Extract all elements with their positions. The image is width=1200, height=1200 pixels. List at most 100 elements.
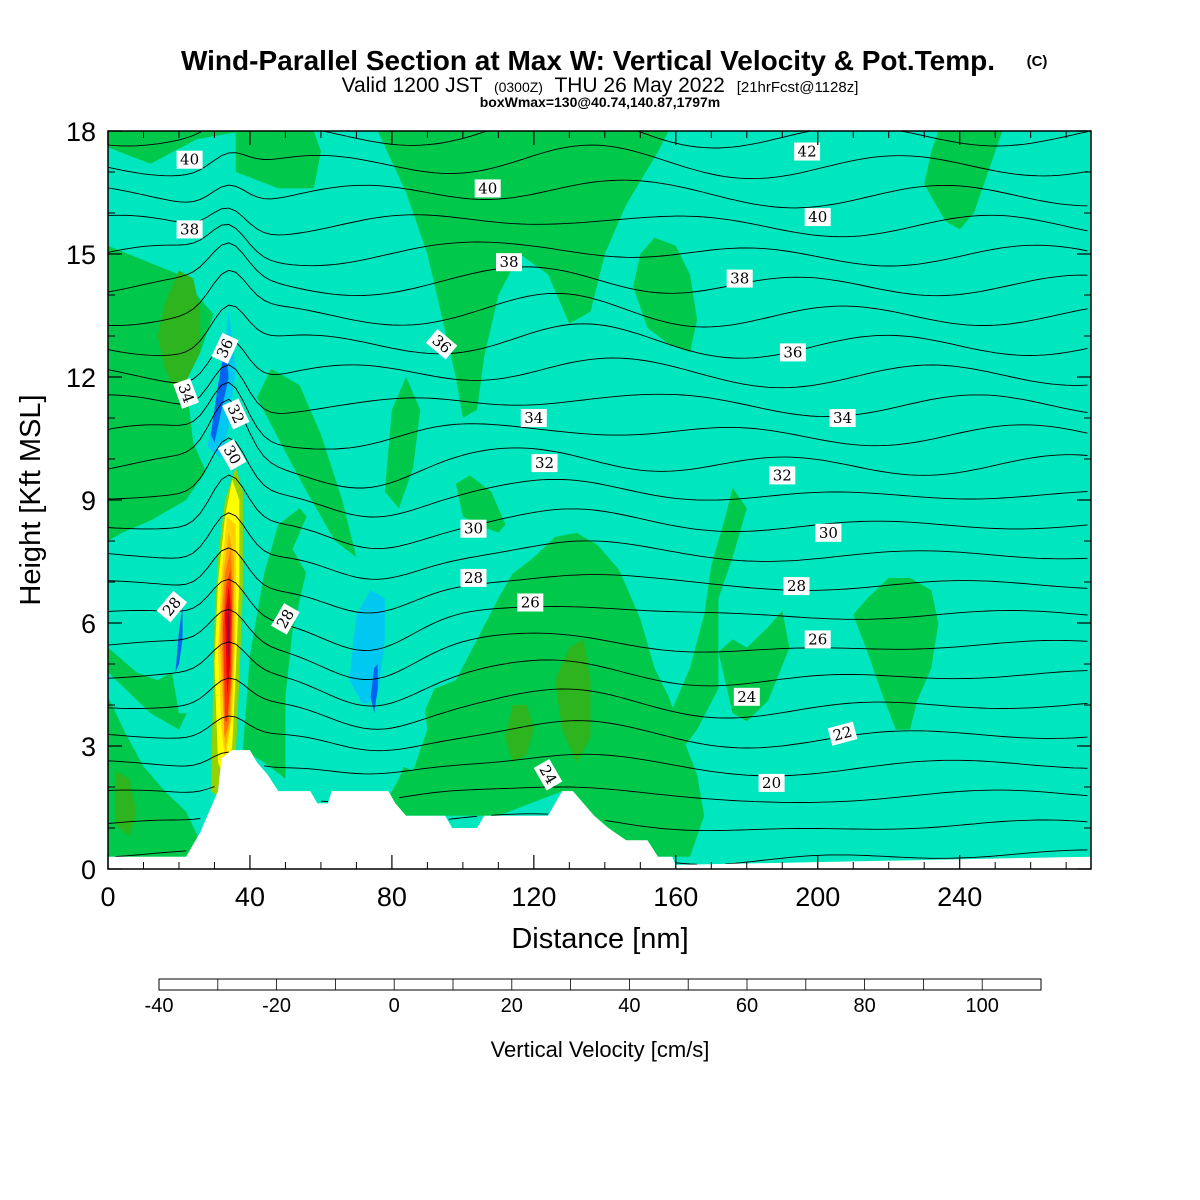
valid-prefix: Valid 1200 JST <box>342 74 483 97</box>
colorbar-tick-label: 40 <box>618 995 640 1017</box>
theta-label-text: 22 <box>831 723 854 745</box>
theta-label-box <box>176 220 203 239</box>
y-tick-label: 18 <box>66 117 96 147</box>
axis-ticks <box>107 130 1091 870</box>
colorbar-label: Vertical Velocity [cm/s] <box>491 1037 710 1062</box>
theta-label-text: 24 <box>737 688 756 706</box>
theta-label-text: 36 <box>783 343 802 361</box>
theta-label-17: 42 <box>794 142 821 161</box>
theta-contour-38 <box>108 223 1088 267</box>
theta-label-box <box>520 409 547 427</box>
theta-label-text: 32 <box>535 454 554 472</box>
theta-contour-23 <box>108 677 1088 730</box>
velocity-region-16 <box>157 270 201 398</box>
colorbar <box>158 978 1042 991</box>
theta-label-text: 26 <box>808 630 827 648</box>
velocity-region-15 <box>384 377 421 509</box>
theta-label-text: 40 <box>808 208 827 226</box>
velocity-region-26 <box>370 664 378 714</box>
colorbar-tick-label: 100 <box>966 995 999 1017</box>
theta-label-23: 30 <box>815 523 842 542</box>
velocity-region-22 <box>157 487 215 714</box>
y-tick-label: 6 <box>81 609 96 639</box>
velocity-region-18 <box>505 705 534 763</box>
theta-label-box <box>804 208 831 227</box>
velocity-region-2 <box>235 131 321 189</box>
theta-label-text: 30 <box>464 520 483 538</box>
theta-contour-24 <box>108 641 1088 707</box>
theta-label-text: 38 <box>730 270 749 288</box>
velocity-region-9 <box>640 487 747 767</box>
x-tick-label: 120 <box>511 882 556 912</box>
velocity-region-11 <box>853 577 939 730</box>
x-tick-label: 80 <box>377 882 407 912</box>
theta-label-box <box>804 630 831 649</box>
theta-label-text: 40 <box>180 151 199 169</box>
theta-label-box <box>779 343 806 362</box>
theta-label-box <box>217 439 247 471</box>
theta-label-12: 32 <box>531 454 558 473</box>
forecast-info: [21hrFcst@1128z] <box>737 79 859 96</box>
x-tick-label: 240 <box>937 882 982 912</box>
colorbar-frame <box>158 978 1042 991</box>
x-tick-label: 160 <box>653 882 698 912</box>
theta-label-8: 40 <box>474 179 501 198</box>
theta-label-text: 32 <box>773 466 792 484</box>
theta-label-26: 24 <box>733 687 760 706</box>
theta-label-text: 28 <box>464 569 483 587</box>
colorbar-tick-label: 20 <box>501 995 523 1017</box>
y-tick-labels: 0 3 6 9 12 15 18 <box>66 117 96 885</box>
theta-label-box <box>794 142 821 161</box>
colorbar-tick-label: -40 <box>145 995 174 1017</box>
theta-label-text: 30 <box>819 524 838 542</box>
theta-label-20: 36 <box>779 343 806 362</box>
theta-label-box <box>531 454 558 473</box>
velocity-region-14 <box>455 475 506 533</box>
theta-label-box <box>460 519 487 538</box>
velocity-region-12 <box>924 131 1003 230</box>
theta-label-13: 30 <box>460 519 487 538</box>
velocity-region-27 <box>175 606 183 673</box>
velocity-region-19 <box>115 770 137 837</box>
theta-contour-32 <box>108 381 1088 450</box>
x-axis-label: Distance [nm] <box>511 923 688 955</box>
theta-label-25: 26 <box>804 630 831 649</box>
theta-contour-28 <box>108 512 1088 580</box>
x-tick-label: 0 <box>100 882 115 912</box>
colorbar-tick-label: 0 <box>389 995 400 1017</box>
x-tick-label: 40 <box>235 882 265 912</box>
theta-label-box <box>156 590 188 623</box>
copyright-mark: (C) <box>1027 53 1048 70</box>
theta-label-box <box>271 603 300 635</box>
theta-label-text: 28 <box>787 577 806 595</box>
theta-label-box <box>758 773 785 792</box>
velocity-region-35 <box>226 602 230 660</box>
velocity-region-8 <box>377 532 705 857</box>
theta-label-15: 26 <box>517 593 544 612</box>
theta-label-box <box>173 378 200 409</box>
y-tick-label: 0 <box>81 855 96 885</box>
theta-contour-19 <box>108 813 1088 832</box>
chart-title: Wind-Parallel Section at Max W: Vertical… <box>181 45 995 76</box>
theta-label-9: 38 <box>496 253 522 272</box>
theta-label-text: 38 <box>180 220 199 238</box>
theta-contour-40 <box>108 179 1088 209</box>
velocity-region-13 <box>633 237 698 353</box>
theta-label-24: 28 <box>783 577 810 596</box>
y-tick-label: 15 <box>66 240 96 270</box>
velocity-region-17 <box>555 639 591 763</box>
theta-label-box <box>829 409 856 427</box>
theta-label-text: 34 <box>833 409 852 427</box>
theta-contour-33 <box>108 364 1088 418</box>
theta-label-19: 38 <box>726 269 753 288</box>
theta-label-text: 20 <box>762 774 781 792</box>
terrain <box>108 750 1091 869</box>
theta-label-21: 34 <box>829 409 856 427</box>
velocity-region-1 <box>108 245 233 542</box>
theta-label-box <box>517 593 544 612</box>
theta-contour-27 <box>108 547 1088 614</box>
velocity-region-25 <box>210 344 229 443</box>
theta-label-box <box>533 758 563 791</box>
theta-label-text: 34 <box>174 381 197 405</box>
